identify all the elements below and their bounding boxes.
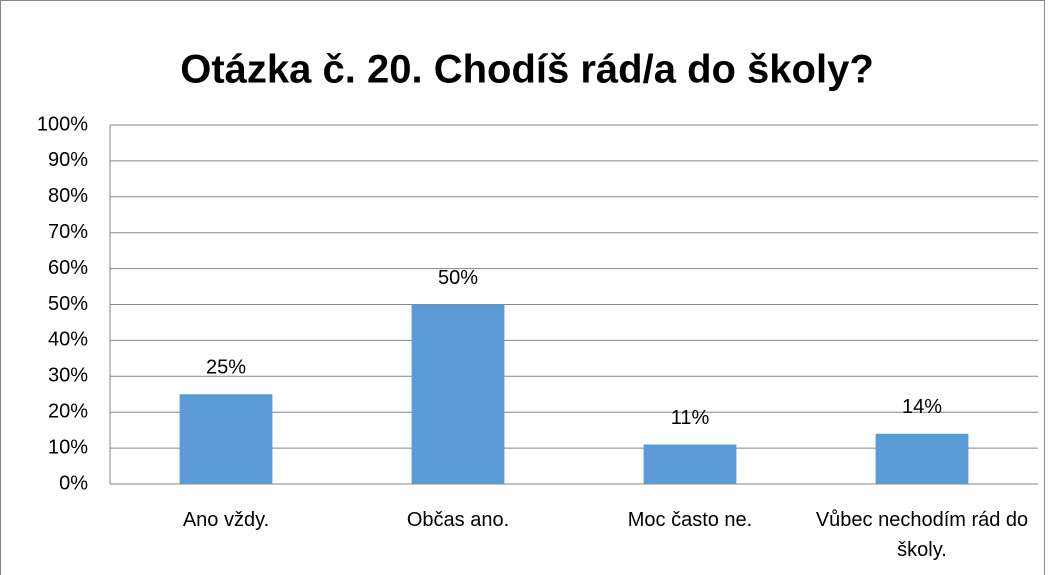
- bar: [875, 433, 969, 484]
- y-tick-label: 50%: [48, 293, 88, 315]
- data-label: 14%: [902, 396, 942, 418]
- y-tick-label: 70%: [48, 221, 88, 243]
- x-tick-label: Občas ano.: [406, 509, 510, 531]
- bar: [643, 444, 737, 484]
- y-tick-label: 30%: [48, 365, 88, 387]
- y-tick-label: 0%: [59, 472, 88, 494]
- bar: [411, 304, 505, 484]
- y-tick-label: 90%: [48, 149, 88, 171]
- data-label: 11%: [671, 407, 710, 429]
- y-tick-label: 10%: [48, 436, 88, 458]
- y-tick-label: 100%: [37, 113, 88, 135]
- y-tick-label: 40%: [48, 329, 88, 351]
- x-tick-label: Ano vždy.: [182, 509, 270, 531]
- bar: [179, 394, 273, 484]
- data-label: 50%: [438, 267, 478, 289]
- x-tick-label: Moc často ne.: [627, 509, 753, 531]
- data-label: 25%: [206, 357, 246, 379]
- y-tick-label: 60%: [48, 257, 88, 279]
- y-tick-label: 20%: [48, 400, 88, 422]
- x-tick-label: Vůbec nechodím rád do školy.: [815, 509, 1029, 561]
- y-tick-label: 80%: [48, 185, 88, 207]
- chart-title: Otázka č. 20. Chodíš rád/a do školy?: [180, 48, 874, 92]
